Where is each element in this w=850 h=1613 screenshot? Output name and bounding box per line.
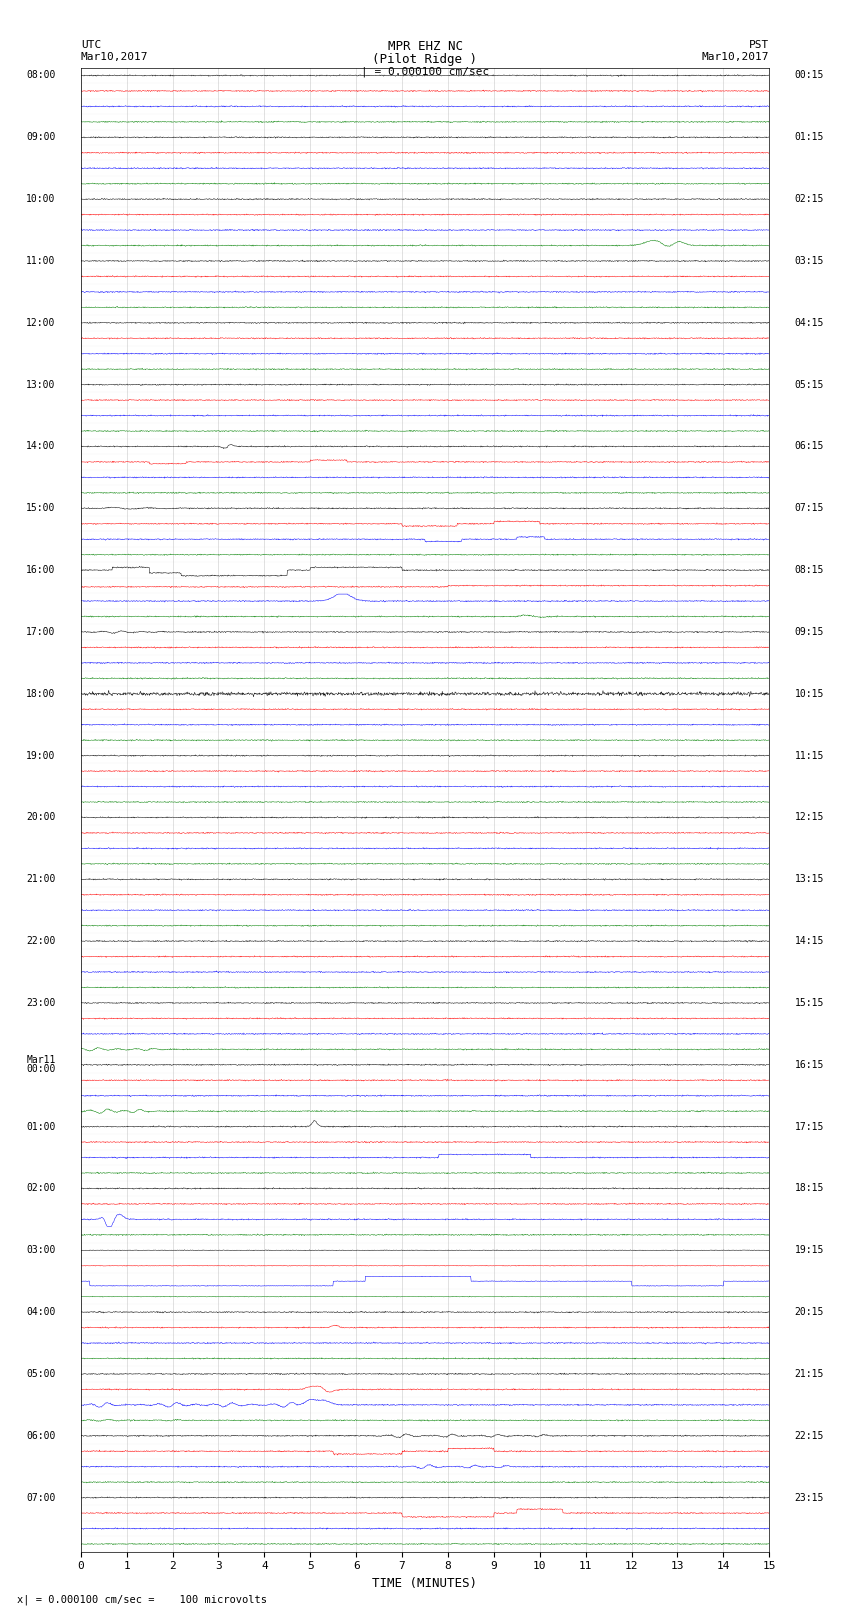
Text: 01:00: 01:00 bbox=[26, 1121, 55, 1132]
Text: 16:15: 16:15 bbox=[795, 1060, 824, 1069]
Text: 22:15: 22:15 bbox=[795, 1431, 824, 1440]
Text: (Pilot Ridge ): (Pilot Ridge ) bbox=[372, 53, 478, 66]
Text: 11:15: 11:15 bbox=[795, 750, 824, 761]
Text: 19:00: 19:00 bbox=[26, 750, 55, 761]
Text: 00:15: 00:15 bbox=[795, 71, 824, 81]
Text: 05:15: 05:15 bbox=[795, 379, 824, 390]
Text: 02:15: 02:15 bbox=[795, 194, 824, 205]
Text: 18:00: 18:00 bbox=[26, 689, 55, 698]
Text: 04:15: 04:15 bbox=[795, 318, 824, 327]
Text: 07:00: 07:00 bbox=[26, 1492, 55, 1503]
Text: 13:15: 13:15 bbox=[795, 874, 824, 884]
Text: 04:00: 04:00 bbox=[26, 1307, 55, 1318]
Text: 14:15: 14:15 bbox=[795, 936, 824, 947]
Text: 20:15: 20:15 bbox=[795, 1307, 824, 1318]
Text: 15:00: 15:00 bbox=[26, 503, 55, 513]
Text: 19:15: 19:15 bbox=[795, 1245, 824, 1255]
Text: 11:00: 11:00 bbox=[26, 256, 55, 266]
Text: 10:00: 10:00 bbox=[26, 194, 55, 205]
Text: Mar10,2017: Mar10,2017 bbox=[702, 52, 769, 61]
Text: Mar10,2017: Mar10,2017 bbox=[81, 52, 148, 61]
Text: 01:15: 01:15 bbox=[795, 132, 824, 142]
Text: 12:00: 12:00 bbox=[26, 318, 55, 327]
Text: PST: PST bbox=[749, 40, 769, 50]
Text: MPR EHZ NC: MPR EHZ NC bbox=[388, 40, 462, 53]
Text: UTC: UTC bbox=[81, 40, 101, 50]
Text: 06:00: 06:00 bbox=[26, 1431, 55, 1440]
Text: 02:00: 02:00 bbox=[26, 1184, 55, 1194]
Text: 13:00: 13:00 bbox=[26, 379, 55, 390]
Text: 06:15: 06:15 bbox=[795, 442, 824, 452]
Text: 12:15: 12:15 bbox=[795, 813, 824, 823]
Text: 18:15: 18:15 bbox=[795, 1184, 824, 1194]
Text: 17:00: 17:00 bbox=[26, 627, 55, 637]
Text: 21:15: 21:15 bbox=[795, 1369, 824, 1379]
Text: 15:15: 15:15 bbox=[795, 998, 824, 1008]
Text: Mar11
00:00: Mar11 00:00 bbox=[26, 1055, 55, 1074]
Text: 09:15: 09:15 bbox=[795, 627, 824, 637]
Text: 03:15: 03:15 bbox=[795, 256, 824, 266]
Text: 16:00: 16:00 bbox=[26, 565, 55, 576]
Text: 09:00: 09:00 bbox=[26, 132, 55, 142]
Text: 10:15: 10:15 bbox=[795, 689, 824, 698]
Text: 21:00: 21:00 bbox=[26, 874, 55, 884]
Text: x| = 0.000100 cm/sec =    100 microvolts: x| = 0.000100 cm/sec = 100 microvolts bbox=[17, 1594, 267, 1605]
Text: 08:00: 08:00 bbox=[26, 71, 55, 81]
Text: 23:00: 23:00 bbox=[26, 998, 55, 1008]
Text: | = 0.000100 cm/sec: | = 0.000100 cm/sec bbox=[361, 66, 489, 77]
Text: 23:15: 23:15 bbox=[795, 1492, 824, 1503]
Text: 20:00: 20:00 bbox=[26, 813, 55, 823]
Text: 22:00: 22:00 bbox=[26, 936, 55, 947]
X-axis label: TIME (MINUTES): TIME (MINUTES) bbox=[372, 1578, 478, 1590]
Text: 03:00: 03:00 bbox=[26, 1245, 55, 1255]
Text: 17:15: 17:15 bbox=[795, 1121, 824, 1132]
Text: 05:00: 05:00 bbox=[26, 1369, 55, 1379]
Text: 07:15: 07:15 bbox=[795, 503, 824, 513]
Text: 08:15: 08:15 bbox=[795, 565, 824, 576]
Text: 14:00: 14:00 bbox=[26, 442, 55, 452]
